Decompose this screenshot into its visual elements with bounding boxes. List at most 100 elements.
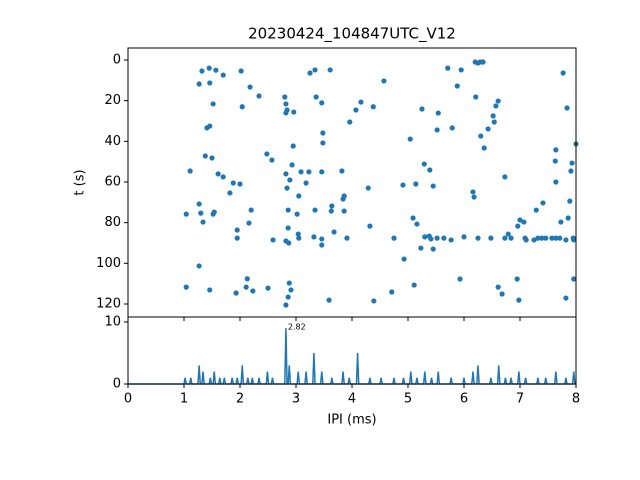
point — [445, 65, 451, 71]
x-tick-label: 4 — [348, 392, 356, 407]
point — [211, 209, 217, 215]
point — [365, 185, 371, 191]
x-tick-label: 5 — [404, 392, 412, 407]
point — [247, 84, 253, 90]
point — [283, 302, 289, 308]
point — [196, 201, 202, 207]
point — [198, 210, 204, 216]
point — [183, 284, 189, 290]
point — [283, 171, 289, 177]
y-tick-label: 60 — [104, 174, 121, 189]
point — [283, 101, 289, 107]
point — [220, 72, 226, 78]
point — [238, 68, 244, 74]
point — [367, 223, 373, 229]
point — [303, 180, 309, 186]
point — [353, 107, 359, 113]
point — [535, 235, 541, 241]
point — [328, 208, 334, 214]
point — [517, 217, 523, 223]
point — [480, 59, 486, 65]
point — [502, 235, 508, 241]
point — [233, 290, 239, 296]
point — [521, 219, 527, 225]
point — [448, 237, 454, 243]
point — [472, 59, 478, 65]
point — [331, 229, 337, 235]
point — [514, 276, 520, 282]
point — [569, 160, 575, 166]
point — [284, 185, 290, 191]
point — [428, 236, 434, 242]
point — [187, 168, 193, 174]
point — [312, 207, 318, 213]
point — [410, 215, 416, 221]
point — [248, 207, 254, 213]
point — [558, 219, 564, 225]
point — [488, 235, 494, 241]
annotation: 2.82 — [288, 323, 306, 332]
point — [319, 169, 325, 175]
point — [430, 246, 436, 252]
point — [571, 276, 577, 282]
y-tick-label: 120 — [96, 296, 121, 311]
point — [471, 194, 477, 200]
point — [209, 155, 215, 161]
point — [571, 237, 577, 243]
point — [196, 81, 202, 87]
point — [296, 193, 302, 199]
point — [320, 130, 326, 136]
point — [563, 295, 569, 301]
point — [320, 140, 326, 146]
point — [563, 237, 569, 243]
point — [516, 297, 522, 303]
point — [264, 151, 270, 157]
point — [458, 67, 464, 73]
point — [568, 168, 574, 174]
point — [196, 263, 202, 269]
y-tick-label: 20 — [104, 93, 121, 108]
point — [470, 189, 476, 195]
y-tick-label: 100 — [96, 256, 121, 271]
point — [220, 174, 226, 180]
point — [285, 294, 291, 300]
point — [543, 235, 549, 241]
point — [441, 235, 447, 241]
point — [183, 211, 189, 217]
point — [250, 288, 256, 294]
point — [499, 291, 505, 297]
point — [401, 256, 407, 262]
point — [449, 125, 455, 131]
point — [473, 94, 479, 100]
point — [549, 235, 555, 241]
x-tick-label: 0 — [124, 392, 132, 407]
point — [422, 234, 428, 240]
point — [391, 235, 397, 241]
point — [419, 106, 425, 112]
point — [289, 162, 295, 168]
x-tick-label: 2 — [236, 392, 244, 407]
point — [200, 219, 206, 225]
point — [269, 157, 275, 163]
point — [295, 231, 301, 237]
point — [381, 78, 387, 84]
point — [557, 235, 563, 241]
point — [508, 235, 514, 241]
point — [312, 67, 318, 73]
point — [215, 171, 221, 177]
point — [344, 235, 350, 241]
point — [326, 297, 332, 303]
point — [286, 280, 292, 286]
point — [285, 207, 291, 213]
point — [290, 143, 296, 149]
point — [341, 208, 347, 214]
point — [539, 235, 545, 241]
point — [553, 179, 559, 185]
point — [294, 211, 300, 217]
point — [540, 200, 546, 206]
point — [434, 127, 440, 133]
point — [327, 67, 333, 73]
point — [552, 158, 558, 164]
point — [407, 136, 413, 142]
point — [531, 237, 537, 243]
